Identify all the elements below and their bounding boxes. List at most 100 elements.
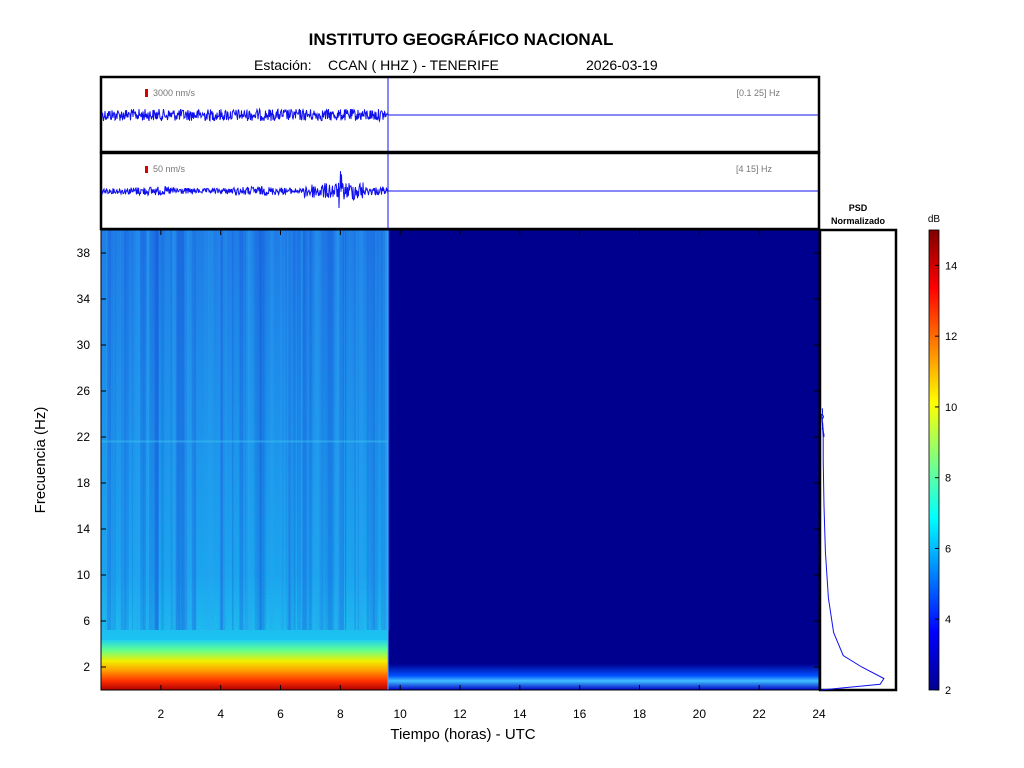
- spectrogram-streak: [246, 230, 250, 630]
- x-tick-label: 10: [393, 707, 407, 721]
- spectrogram-streak: [340, 230, 344, 630]
- spectrogram-streak: [306, 230, 313, 630]
- x-tick-label: 24: [812, 707, 826, 721]
- spectrogram-streak: [102, 230, 104, 630]
- spectrogram-streak: [119, 230, 125, 630]
- colorbar-tick-label: 4: [945, 614, 951, 626]
- x-tick-label: 22: [752, 707, 766, 721]
- spectrogram-streak: [337, 230, 340, 630]
- spectrogram-streak: [219, 230, 226, 630]
- spectrogram-streak: [189, 230, 196, 630]
- spectrogram-streak: [319, 230, 323, 630]
- spectrogram-streak: [195, 230, 197, 630]
- spectrogram-streak: [314, 230, 321, 630]
- psd-frame: [818, 228, 898, 692]
- spectrogram-streak: [184, 230, 190, 630]
- spectrogram-streak: [111, 230, 116, 630]
- colorbar-tick-label: 8: [945, 473, 951, 485]
- spectrogram-streak: [302, 230, 307, 630]
- spectrogram-streak: [287, 230, 291, 630]
- spectrogram-streak: [191, 230, 196, 630]
- band-label-highpass: [4 15] Hz: [736, 164, 773, 174]
- spectrogram-streak: [293, 230, 295, 630]
- spectrogram-streak: [314, 230, 319, 630]
- spectrogram-streak: [305, 230, 310, 630]
- waveform-trace-highpass: [101, 171, 389, 209]
- spectrogram-streak: [140, 230, 142, 630]
- spectrogram-streak: [374, 230, 378, 630]
- spectrogram-streak: [239, 230, 244, 630]
- spectrogram-streak: [124, 230, 127, 630]
- spectrogram-streak: [142, 230, 146, 630]
- waveform-trace-broadband: [101, 107, 389, 123]
- x-tick-label: 18: [633, 707, 647, 721]
- spectrogram-streak: [259, 230, 265, 630]
- y-tick-label: 26: [77, 384, 91, 398]
- spectrogram-streak: [319, 230, 324, 630]
- spectrogram-streak: [297, 230, 302, 630]
- spectrogram-streak: [155, 230, 159, 630]
- spectrogram-harmonic-line: [101, 440, 389, 443]
- spectrogram-streak: [324, 230, 330, 630]
- spectrogram-streak: [247, 230, 253, 630]
- spectrogram-panel: [101, 230, 819, 690]
- spectrogram-streak: [300, 230, 304, 630]
- spectrogram-streak: [358, 230, 364, 630]
- spectrogram-streak: [160, 230, 165, 630]
- scale-label-highpass: 50 nm/s: [153, 164, 186, 174]
- spectrogram-streak: [105, 230, 109, 630]
- spectrogram-streak: [383, 230, 385, 630]
- spectrogram-streak: [316, 230, 320, 630]
- spectrogram-streak: [181, 230, 185, 630]
- x-tick-label: 14: [513, 707, 527, 721]
- psd-title-line-1: PSD: [849, 203, 868, 213]
- spectrogram-streak: [369, 230, 375, 630]
- spectrogram-vertical-streaks: [101, 230, 391, 630]
- spectrogram-streak: [145, 230, 150, 630]
- spectrogram-streak: [270, 230, 272, 630]
- spectrogram-streak: [105, 230, 108, 630]
- spectrogram-streak: [301, 230, 303, 630]
- spectrogram-streak: [175, 230, 178, 630]
- spectrogram-streak: [287, 230, 293, 630]
- scale-bar-broadband: [145, 89, 148, 97]
- band-label-broadband: [0.1 25] Hz: [736, 88, 780, 98]
- spectrogram-streak: [288, 230, 293, 630]
- spectrogram-streak: [357, 230, 359, 630]
- spectrogram-streak: [381, 230, 386, 630]
- spectrogram-streak: [372, 230, 377, 630]
- psd-title-line-2: Normalizado: [831, 216, 886, 226]
- spectrogram-streak: [309, 230, 312, 630]
- spectrogram-streak: [107, 230, 112, 630]
- spectrogram-streak: [192, 230, 198, 630]
- colorbar-tick-label: 6: [945, 543, 951, 555]
- spectrogram-streak: [177, 230, 181, 630]
- spectrogram-streak: [147, 230, 151, 630]
- spectrogram-streak: [345, 230, 347, 630]
- spectrogram-streak: [279, 230, 285, 630]
- spectrogram-streak: [280, 230, 282, 630]
- y-tick-label: 38: [77, 246, 91, 260]
- spectrogram-streak: [373, 230, 379, 630]
- spectrogram-streak: [270, 230, 274, 630]
- spectrogram-streak: [354, 230, 356, 630]
- spectrogram-streak: [113, 230, 115, 630]
- spectrogram-streak: [338, 230, 344, 630]
- psd-curve: [820, 408, 885, 691]
- spectrogram-streak: [170, 230, 173, 630]
- y-tick-label: 30: [77, 338, 91, 352]
- scale-label-broadband: 3000 nm/s: [153, 88, 196, 98]
- x-tick-label: 20: [693, 707, 707, 721]
- spectrogram-streak: [184, 230, 188, 630]
- spectrogram-streak: [133, 230, 139, 630]
- spectrogram-streak: [282, 230, 284, 630]
- spectrogram-streak: [386, 230, 391, 630]
- spectrogram-streak: [138, 230, 140, 630]
- colorbar-tick-label: 14: [945, 260, 957, 272]
- spectrogram-noise-texture: [101, 230, 388, 630]
- x-tick-label: 16: [573, 707, 587, 721]
- spectrogram-streak: [388, 230, 390, 630]
- spectrogram-streak: [336, 230, 343, 630]
- spectrogram-streak: [175, 230, 178, 630]
